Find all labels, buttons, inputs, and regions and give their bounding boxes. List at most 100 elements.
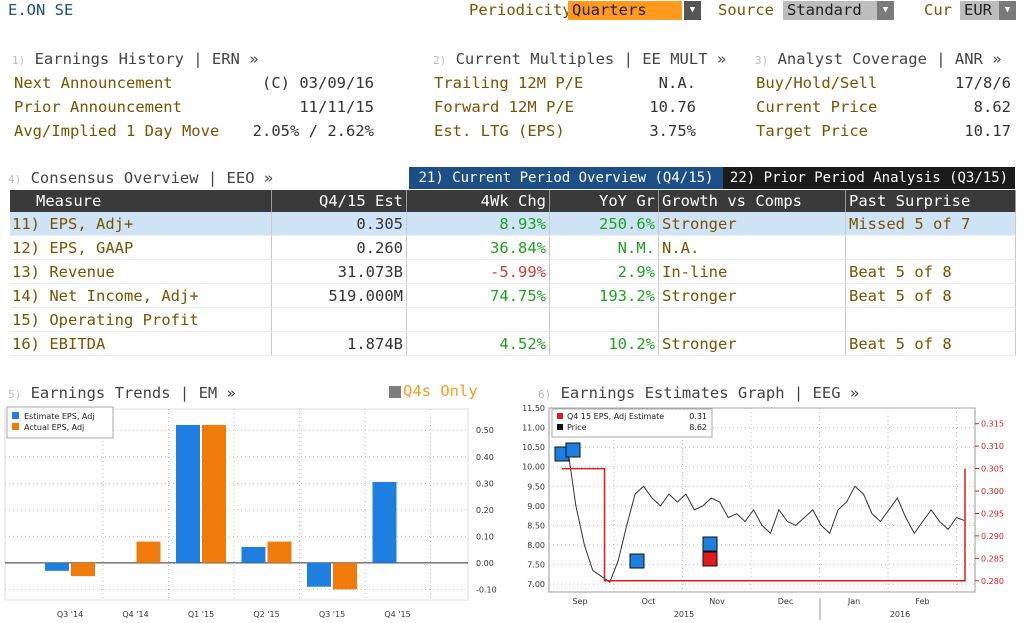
table-row[interactable]: 13) Revenue 31.073B -5.99% 2.9% In-line Beat … [10,259,1016,284]
col-est[interactable]: Q4/15 Est [271,190,407,212]
buy-hold-sell-label: Buy/Hold/Sell [756,74,878,92]
price-series-line [558,445,966,583]
col-yoy-gr[interactable]: YoY Gr [549,190,659,212]
growth-cell: N.A. [658,235,846,260]
source-chevron-down-icon[interactable]: ▼ [877,1,894,20]
section-number: 1) [12,54,26,67]
legend-swatch [557,424,563,430]
tab-prior-period[interactable]: 22) Prior Period Analysis (Q3/15) [723,167,1015,189]
row-number: 15) [12,310,40,329]
section-number: 2) [433,54,447,67]
ticker-title: E.ON SE [8,1,74,19]
q4s-only-checkbox[interactable] [389,386,401,398]
est-cell: 0.260 [271,235,407,260]
right-tick-label: 0.300 [981,487,1004,496]
left-tick-label: 9.50 [527,482,545,491]
bar [176,424,200,563]
y-tick-label: 0.00 [476,559,494,568]
next-announcement-value: (C) 03/09/16 [262,74,374,92]
consensus-overview-header[interactable]: 4) Consensus Overview | EEO » [8,169,273,187]
col-measure[interactable]: Measure [10,190,272,212]
table-row[interactable]: 12) EPS, GAAP 0.260 36.84% N.M. N.A. [10,235,1016,260]
periodicity-chevron-down-icon[interactable]: ▼ [684,1,701,20]
table-row[interactable]: 11) EPS, Adj+ 0.305 8.93% 250.6% Stronger Mis… [10,212,1016,236]
est-cell: 519.000M [271,283,407,308]
eps-estimate-line [562,467,966,582]
bar [307,562,331,587]
table-row[interactable]: 14) Net Income, Adj+ 519.000M 74.75% 193.2%… [10,283,1016,308]
left-tick-label: 11.50 [522,404,545,413]
periodicity-select[interactable]: Quarters [568,1,682,20]
left-tick-label: 7.00 [527,580,545,589]
legend-label: Actual EPS, Adj [24,423,84,432]
earnings-trends-chart: 0.50 0.40 0.30 0.20 0.10 0.00 -0.10 Q3 '14 Q4 '1… [4,406,497,619]
y-tick-label: 0.30 [476,479,494,488]
trailing-pe-value: N.A. [658,74,696,92]
earnings-marker-icon [629,553,645,569]
tab-current-period[interactable]: 21) Current Period Overview (Q4/15) [409,167,723,189]
row-number: 12) [12,238,40,257]
earnings-graph-header[interactable]: 6) Earnings Estimates Graph | EEG » [538,384,859,402]
est-cell: 1.874B [271,331,407,356]
row-number: 14) [12,286,40,305]
current-price-value: 8.62 [973,98,1011,116]
x-tick-label: Sep [572,597,587,606]
x-tick-label: Dec [778,597,793,606]
growth-cell: Stronger [658,331,846,356]
earnings-trends-header[interactable]: 5) Earnings Trends | EM » [8,384,236,402]
surprise-cell: Beat 5 of 8 [845,331,1016,356]
measure-cell: 11) EPS, Adj+ [10,212,272,236]
measure-cell: 16) EBITDA [10,331,272,356]
source-select[interactable]: Standard [783,1,877,20]
y-tick-label: -0.10 [476,585,497,594]
currency-select[interactable]: EUR [960,1,1000,20]
col-past-surprise[interactable]: Past Surprise [845,190,1016,212]
current-price-label: Current Price [756,98,878,116]
growth-cell: Stronger [658,212,846,236]
measure-label: EPS, GAAP [49,238,134,257]
legend-swatch [557,413,563,419]
left-tick-label: 10.00 [522,463,545,472]
growth-cell: In-line [658,259,846,284]
chg-cell: -5.99% [406,259,550,284]
avg-implied-move-label: Avg/Implied 1 Day Move [14,122,220,140]
est-cell [271,307,407,332]
current-multiples-header[interactable]: 2) Current Multiples | EE MULT » [433,50,726,68]
est-ltg-value: 3.75% [649,122,696,140]
right-tick-label: 0.315 [981,420,1004,429]
legend-swatch [12,412,19,419]
earnings-graph-title: Earnings Estimates Graph | EEG » [560,384,860,402]
x-tick-label: Q4 '15 [384,610,410,619]
measure-cell: 12) EPS, GAAP [10,235,272,260]
x-tick-label: Q2 '15 [253,610,279,619]
left-tick-label: 11.00 [522,424,545,433]
bar [71,562,95,577]
year-label: 2016 [890,610,910,619]
table-row[interactable]: 16) EBITDA 1.874B 4.52% 10.2% Stronger Beat 5… [10,331,1016,356]
surprise-cell [845,307,1016,332]
x-tick-label: Feb [915,597,929,606]
section-number: 3) [755,54,769,67]
currency-chevron-down-icon[interactable]: ▼ [999,1,1016,20]
left-tick-label: 8.00 [527,541,545,550]
yoy-cell: 10.2% [549,331,659,356]
earnings-history-header[interactable]: 1) Earnings History | ERN » [12,50,259,68]
col-growth-vs-comps[interactable]: Growth vs Comps [658,190,846,212]
measure-label: EPS, Adj+ [49,214,134,233]
est-cell: 0.305 [271,212,407,236]
chg-cell [406,307,550,332]
col-4wk-chg[interactable]: 4Wk Chg [406,190,550,212]
earnings-estimates-chart: 11.50 11.00 10.50 10.00 9.50 9.00 8.50 8.00 7.50… [522,404,1004,620]
right-tick-label: 0.305 [981,465,1004,474]
est-ltg-label: Est. LTG (EPS) [434,122,565,140]
q4s-only-label[interactable]: Q4s Only [403,382,478,400]
left-tick-label: 10.50 [522,443,545,452]
table-row[interactable]: 15) Operating Profit [10,307,1016,332]
x-tick-label: Nov [709,597,725,606]
bar [136,541,161,563]
x-tick-label: Q1 '15 [188,610,214,619]
analyst-coverage-header[interactable]: 3) Analyst Coverage | ANR » [755,50,1002,68]
x-tick-label: Q3 '14 [57,610,83,619]
y-tick-label: 0.10 [476,532,494,541]
consensus-table: Measure Q4/15 Est 4Wk Chg YoY Gr Growth … [10,190,1016,356]
